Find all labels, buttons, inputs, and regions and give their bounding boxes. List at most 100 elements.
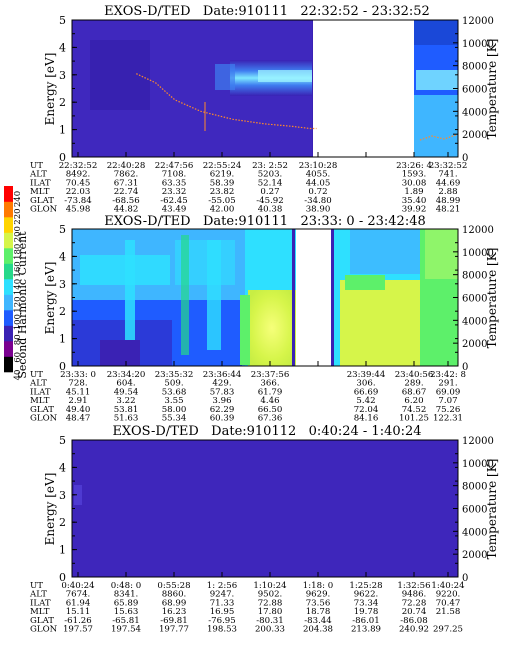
table-cell: 66.69: [354, 387, 379, 397]
table-cell: 1:10:24: [253, 581, 287, 591]
panel-2-right-yellow-top: [345, 275, 385, 290]
table-cell: 23:34:20: [107, 370, 146, 380]
ytick-label: 3: [59, 69, 66, 82]
ytick-label: 5: [59, 434, 66, 447]
ytick-label: 1: [59, 333, 66, 346]
panel-1-right-segment-top: [414, 20, 458, 45]
table-cell: 4.46: [260, 396, 279, 406]
panel-2-gap-edge-left: [292, 229, 295, 366]
table-cell: 9629.: [306, 590, 331, 600]
table-cell: 23:37:56: [251, 370, 290, 380]
table-cell: 604.: [116, 379, 135, 389]
table-cell: 42.00: [210, 205, 235, 215]
panel-3-plot-background: [72, 440, 458, 577]
table-cell: 213.89: [351, 625, 381, 635]
panel-2: EXOS-D/TED Date:910111 23:33: 0 - 23:42:…: [29, 214, 499, 424]
table-cell: 1:18: 0: [303, 581, 333, 591]
panel-2-right-green-edge-top: [425, 229, 458, 279]
panel-1-y2label: Temperature [K]: [485, 39, 499, 140]
table-cell: 45.98: [66, 205, 91, 215]
ytick-label: 4: [59, 461, 66, 474]
table-cell: 43.49: [162, 205, 187, 215]
table-cell: 366.: [260, 379, 279, 389]
table-cell: 68.99: [162, 598, 187, 608]
ytick-label: 2: [59, 96, 66, 109]
table-cell: 23: 2:52: [252, 161, 288, 171]
colorbar-segment: [4, 248, 13, 264]
panel-3-ephemeris-table: UT 0:40:24 0:48: 0 0:55:28 1: 2:56 1:10:24 1:1…: [29, 581, 465, 635]
table-cell: 51.63: [114, 414, 139, 424]
colorbar-tick-label: 120: [13, 296, 23, 312]
table-cell: 23:35:32: [155, 370, 194, 380]
table-cell: 0.72: [308, 187, 327, 197]
table-cell: 22:32:52: [59, 161, 98, 171]
row-label-ut: UT: [30, 370, 43, 380]
colorbar-segment: [4, 310, 13, 326]
panel-1-right-segment-lower: [414, 95, 458, 157]
table-cell: 22.74: [114, 187, 139, 197]
table-cell: 22.03: [66, 187, 91, 197]
y2tick-label: 8000: [462, 62, 487, 73]
table-cell: 22:47:56: [155, 161, 194, 171]
table-cell: 2.88: [438, 187, 457, 197]
table-cell: 1.89: [404, 187, 423, 197]
ytick-label: 4: [59, 250, 66, 263]
table-cell: 72.88: [258, 598, 283, 608]
colorbar-segment: [4, 341, 13, 357]
panel-2-yellow-block: [248, 290, 296, 366]
y2tick-label: 2000: [462, 550, 487, 561]
table-cell: 0.27: [260, 187, 279, 197]
table-cell: 69.09: [436, 387, 461, 397]
table-cell: 16.95: [210, 607, 235, 617]
table-cell: -68.56: [112, 196, 140, 206]
table-cell: 53.81: [114, 405, 139, 415]
colorbar-tick-label: 180: [13, 244, 23, 260]
panel-1: EXOS-D/TED Date:910111 22:32:52 - 23:32:…: [29, 4, 499, 215]
table-cell: -34.80: [304, 196, 332, 206]
ytick-label: 3: [59, 489, 66, 502]
table-cell: 2.91: [68, 396, 87, 406]
table-cell: 197.77: [159, 625, 189, 635]
ytick-label: 0: [59, 571, 66, 584]
colorbar-segment: [4, 356, 13, 373]
ytick-label: 1: [59, 124, 66, 137]
row-label-mlt: MLT: [30, 187, 50, 197]
table-cell: 23:33: 0: [60, 370, 96, 380]
table-cell: -86.08: [400, 616, 428, 626]
table-cell: 18.78: [306, 607, 331, 617]
table-cell: 8341.: [114, 590, 139, 600]
panel-1-ephemeris-table: UT 22:32:52 22:40:28 22:47:56 22:55:24 23: 2:…: [29, 161, 467, 215]
row-label-ilat: ILAT: [30, 598, 51, 608]
y2tick-label: 2000: [462, 339, 487, 350]
table-cell: 68.67: [402, 387, 427, 397]
y2tick-label: 12000: [462, 225, 494, 236]
y2tick-label: 10000: [462, 39, 494, 50]
panel-2-streak-2: [181, 235, 189, 355]
table-cell: 8492.: [66, 170, 91, 180]
table-cell: 3.22: [116, 396, 135, 406]
table-cell: 3.55: [164, 396, 183, 406]
panel-2-ylabel: Energy [eV]: [43, 262, 57, 335]
panel-3-title: EXOS-D/TED Date:910112 0:40:24 - 1:40:24: [112, 424, 421, 439]
y2tick-label: 0: [462, 153, 468, 164]
panel-3-texture: [72, 440, 458, 577]
panel-2-axes: 0 1 2 3 4 5 0 2000 4000 6000 8000 10000 12000: [59, 223, 494, 373]
y2tick-label: 4000: [462, 316, 487, 327]
row-label-glat: GLAT: [30, 196, 54, 206]
table-cell: -61.26: [64, 616, 92, 626]
table-cell: 19.78: [354, 607, 379, 617]
colorbar-segment: [4, 294, 13, 311]
table-cell: -62.45: [160, 196, 188, 206]
table-cell: 49.40: [66, 405, 91, 415]
table-cell: 44.05: [306, 178, 331, 188]
table-cell: 101.25: [399, 414, 429, 424]
table-cell: 23:32:52: [429, 161, 468, 171]
y2tick-label: 6000: [462, 505, 487, 516]
table-cell: 70.45: [66, 178, 91, 188]
colorbar-tick-label: 160: [13, 261, 23, 277]
table-cell: 197.57: [63, 625, 93, 635]
panel-3-axes: 0 1 2 3 4 5 0 2000 4000 6000 8000 10000 12000: [59, 434, 494, 584]
ytick-label: 0: [59, 151, 66, 164]
colorbar-tick-label: 220: [13, 208, 23, 224]
